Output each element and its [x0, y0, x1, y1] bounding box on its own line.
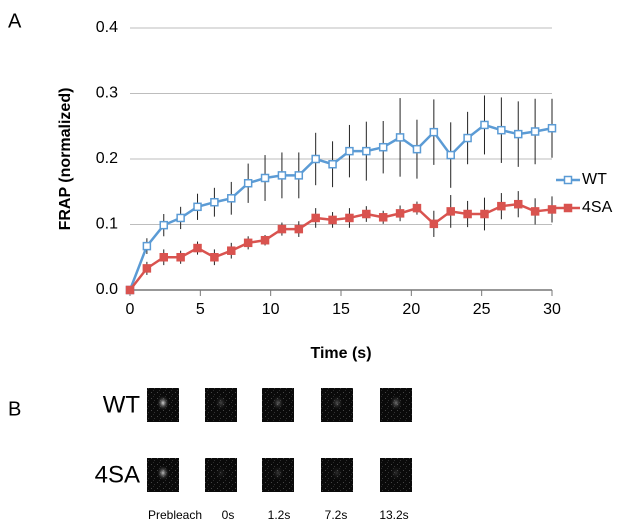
timepoint-label: 1.2s [268, 508, 291, 522]
image-panel: WT 4SA Prebleach 0s 1.2s 7.2s 13.2s [95, 388, 412, 522]
x-tick-label: 20 [402, 301, 420, 318]
data-point [260, 235, 270, 245]
micrograph-spot [212, 463, 230, 485]
micrograph-spot [154, 463, 172, 485]
data-point [547, 123, 557, 133]
micrograph-spot [212, 393, 230, 415]
micrograph-spot [269, 463, 287, 485]
legend-label: WT [582, 171, 607, 188]
data-point [125, 285, 135, 295]
plot: 0.0 0.1 0.2 0.3 0.4 0 5 10 15 20 25 30 WT 4SA [96, 19, 613, 318]
data-point [260, 173, 270, 183]
data-point [159, 253, 169, 262]
data-point [277, 224, 287, 234]
data-point [395, 133, 405, 142]
micrograph-spot [387, 463, 405, 485]
data-point [412, 144, 422, 154]
data-point [294, 224, 304, 234]
data-point [362, 146, 371, 156]
data-point [142, 264, 152, 273]
data-point [463, 209, 472, 219]
data-point [530, 127, 540, 136]
data-point [513, 129, 523, 139]
row-label: 4SA [95, 461, 140, 488]
data-point [193, 202, 202, 212]
y-tick-label: 0.3 [96, 85, 118, 102]
data-point [412, 203, 422, 213]
data-point [227, 194, 236, 203]
data-point [159, 220, 169, 230]
data-point [429, 127, 439, 137]
legend-marker [563, 175, 573, 185]
data-point [294, 171, 304, 180]
data-point [480, 209, 489, 219]
data-point [210, 197, 219, 207]
data-point [395, 209, 405, 218]
micrograph-spot [387, 393, 405, 415]
data-point [446, 207, 455, 216]
y-tick-label: 0.0 [96, 281, 118, 298]
data-point [497, 125, 506, 135]
data-point [429, 219, 439, 229]
data-point [345, 213, 354, 223]
y-axis-title: FRAP (normalized) [57, 88, 74, 231]
data-point [210, 253, 219, 262]
panel-label: B [8, 398, 21, 420]
data-point [193, 243, 202, 253]
timepoint-label: 7.2s [325, 508, 348, 522]
legend-marker [563, 203, 573, 213]
data-point [142, 241, 152, 251]
x-tick-label: 10 [262, 301, 280, 318]
data-point [362, 209, 371, 219]
data-point [513, 199, 523, 209]
micrograph-spot [269, 393, 287, 415]
y-tick-label: 0.4 [96, 19, 118, 36]
data-point [176, 213, 185, 223]
x-tick-label: 30 [543, 301, 561, 318]
data-point [547, 205, 557, 214]
data-point [463, 133, 472, 143]
data-point [277, 171, 287, 180]
x-tick-label: 0 [126, 301, 135, 318]
data-point [176, 253, 185, 262]
data-point [311, 213, 320, 223]
data-point [378, 142, 388, 152]
data-point [530, 207, 540, 216]
x-tick-label: 15 [332, 301, 350, 318]
micrograph-spot [328, 393, 346, 415]
data-point [243, 238, 253, 248]
data-point [480, 120, 489, 130]
x-tick-label: 25 [473, 301, 491, 318]
y-tick-label: 0.1 [96, 216, 118, 233]
data-point [328, 159, 337, 169]
data-point [378, 213, 388, 222]
data-point [243, 178, 253, 188]
data-point [311, 154, 320, 164]
y-tick-label: 0.2 [96, 150, 118, 167]
timepoint-label: Prebleach [148, 508, 202, 522]
data-point [227, 246, 236, 255]
micrograph-spot [328, 463, 346, 485]
micrograph-spot [154, 393, 172, 415]
data-point [497, 201, 506, 211]
row-label: WT [103, 391, 141, 418]
panel-label: A [8, 10, 22, 32]
data-point [446, 150, 455, 160]
timepoint-label: 13.2s [379, 508, 408, 522]
legend-label: 4SA [582, 199, 613, 216]
timepoint-label: 0s [222, 508, 235, 522]
x-tick-label: 5 [196, 301, 205, 318]
x-axis-title: Time (s) [310, 345, 371, 362]
data-point [328, 215, 337, 225]
data-point [345, 146, 354, 156]
